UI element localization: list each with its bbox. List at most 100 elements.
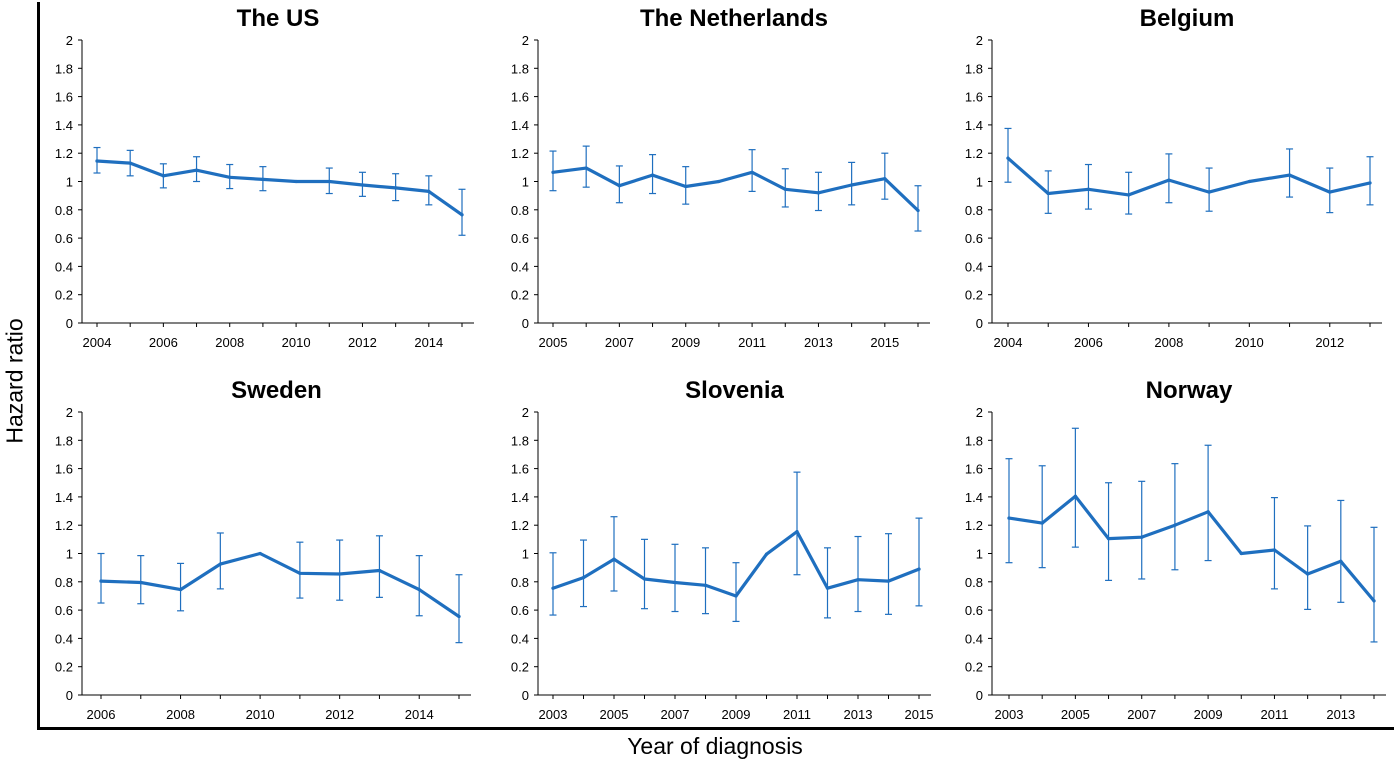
data-point: [338, 572, 342, 576]
data-point: [617, 184, 621, 188]
x-tick-label: 2006: [149, 335, 178, 350]
data-point: [883, 177, 887, 181]
y-tick-label: 0.8: [55, 575, 73, 590]
x-tick-label: 2007: [661, 707, 690, 722]
error-bar: [748, 149, 756, 193]
series-line: [99, 551, 461, 619]
error-bar: [216, 532, 224, 590]
y-tick-label: 1.6: [965, 462, 983, 477]
error-bar: [1366, 156, 1374, 206]
data-point: [1086, 187, 1091, 191]
x-tick-label: 2012: [348, 335, 377, 350]
x-tick-label: 2015: [905, 707, 934, 722]
y-tick-label: 1.4: [55, 118, 73, 133]
y-tick-label: 1.8: [965, 61, 983, 76]
data-point: [916, 208, 920, 213]
y-tick-label: 0: [976, 688, 983, 703]
error-bar: [137, 555, 145, 605]
y-tick-label: 2: [976, 33, 983, 48]
error-bar: [824, 547, 831, 619]
x-axis-title: Year of diagnosis: [627, 733, 803, 759]
x-tick-label: 2011: [738, 335, 766, 350]
error-bar: [336, 539, 344, 601]
error-bar: [296, 541, 304, 599]
error-bar: [1204, 444, 1212, 562]
data-point: [886, 579, 891, 583]
data-point: [427, 189, 431, 194]
panel-5: Norway 0 0.2 0.4 0.6 0.8 1 1.2 1.4 1.6 1.8 2 2003 200…: [965, 377, 1386, 722]
x-tick-label: 2006: [87, 707, 116, 722]
y-tick-label: 1: [66, 547, 73, 562]
y-tick-label: 1.8: [511, 61, 529, 76]
error-bar: [881, 152, 889, 200]
error-bar: [1337, 499, 1345, 603]
x-tick-label: 2003: [995, 707, 1024, 722]
data-point: [1073, 494, 1077, 498]
data-point: [650, 173, 655, 177]
panel-title: The Netherlands: [640, 5, 828, 32]
data-point: [764, 552, 769, 556]
data-point: [1167, 178, 1171, 182]
data-point: [99, 579, 103, 583]
y-tick-label: 0.8: [511, 203, 529, 218]
y-tick-label: 1: [976, 547, 983, 562]
y-tick-label: 0.6: [965, 231, 983, 246]
panel-title: The US: [237, 5, 320, 32]
data-point: [703, 583, 708, 587]
y-tick-label: 1: [976, 175, 983, 190]
y-tick-label: 0.8: [55, 203, 73, 218]
x-tick-label: 2010: [246, 707, 275, 722]
y-tick-label: 1.2: [55, 518, 73, 533]
series-line: [1007, 494, 1376, 603]
y-tick-label: 0.4: [965, 631, 983, 646]
y-tick-label: 0.2: [965, 660, 983, 675]
data-point: [258, 551, 262, 556]
error-bar: [1004, 127, 1012, 183]
y-tick-label: 0.8: [965, 575, 983, 590]
error-bar: [610, 516, 618, 592]
x-tick-label: 2009: [1194, 707, 1223, 722]
panel-4: Slovenia 0 0.2 0.4 0.6 0.8 1 1.2 1.4 1.6 1.8 2 2003 2…: [511, 377, 934, 722]
error-bar: [885, 533, 892, 615]
x-tick-label: 2012: [1315, 335, 1344, 350]
error-bar: [1171, 463, 1179, 571]
error-bar: [702, 547, 709, 615]
y-tick-label: 2: [66, 405, 73, 420]
data-point: [327, 179, 331, 184]
error-bar: [1370, 526, 1378, 643]
data-point: [1040, 521, 1044, 525]
y-tick-label: 0: [66, 316, 73, 331]
panel-title: Norway: [1146, 377, 1233, 404]
data-point: [95, 159, 99, 163]
data-point: [795, 529, 799, 534]
y-tick-label: 1.2: [965, 518, 983, 533]
y-tick-label: 0: [976, 316, 983, 331]
x-tick-label: 2005: [1061, 707, 1090, 722]
data-point: [1207, 190, 1211, 194]
x-tick-label: 2008: [1154, 335, 1183, 350]
data-point: [1339, 559, 1343, 563]
x-tick-label: 2008: [166, 707, 195, 722]
series-line: [551, 166, 920, 213]
data-point: [917, 567, 921, 571]
y-tick-label: 1.6: [55, 90, 73, 105]
series-line: [95, 159, 464, 217]
y-tick-label: 0.6: [55, 603, 73, 618]
y-tick-label: 0.8: [965, 203, 983, 218]
x-tick-label: 2012: [325, 707, 354, 722]
panel-1: The Netherlands 0 0.2 0.4 0.6 0.8 1 1.2 1.4 1.6 1.…: [511, 5, 930, 350]
error-bar: [1138, 480, 1146, 580]
y-tick-label: 1.8: [965, 433, 983, 448]
y-tick-label: 0.4: [965, 259, 983, 274]
error-bar: [1270, 497, 1278, 590]
error-bar: [1084, 163, 1092, 210]
data-point: [581, 575, 586, 580]
y-tick-label: 0.4: [511, 259, 529, 274]
y-tick-label: 1.2: [511, 518, 529, 533]
y-tick-label: 1.6: [511, 90, 529, 105]
data-point: [717, 179, 721, 184]
data-point: [460, 213, 464, 217]
y-tick-label: 1.2: [511, 146, 529, 161]
y-tick-label: 0: [522, 688, 529, 703]
